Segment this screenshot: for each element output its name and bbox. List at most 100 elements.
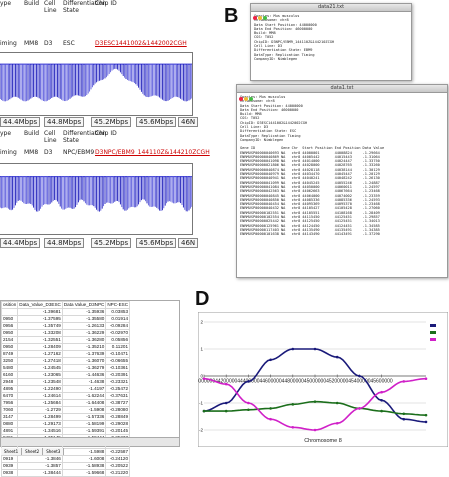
- spreadsheet-cell[interactable]: 0.11201: [105, 343, 131, 351]
- spreadsheet-cell[interactable]: -1.3857: [17, 462, 63, 470]
- spreadsheet-cell[interactable]: -1.28409: [17, 343, 63, 351]
- spreadsheet-cell[interactable]: -1.27162: [17, 350, 63, 358]
- spreadsheet-cell[interactable]: -1.23065: [17, 371, 63, 379]
- spreadsheet-cell[interactable]: -1.24614: [17, 392, 63, 400]
- spreadsheet-cell[interactable]: 0950: [0, 343, 19, 351]
- spreadsheet-cell[interactable]: -1.28499: [17, 413, 63, 421]
- spreadsheet-cell[interactable]: -1.5988: [61, 448, 107, 456]
- window-controls[interactable]: [239, 86, 254, 105]
- spreadsheet-cell[interactable]: 6470: [0, 392, 19, 400]
- chip-id-link-2[interactable]: D3NPC/EBM9_144110Z&144210ZCGH: [95, 149, 210, 156]
- spreadsheet-cell[interactable]: -1.36279: [61, 364, 107, 372]
- spreadsheet-cell[interactable]: -1.62244: [61, 392, 107, 400]
- spreadsheet-cell[interactable]: -0.21220: [105, 469, 131, 477]
- spreadsheet-cell[interactable]: 0950: [0, 329, 19, 337]
- text-window-data21[interactable]: data21.txt Species: Mus musculus Chromoso…: [250, 3, 412, 81]
- spreadsheet-cell[interactable]: -0.22587: [105, 448, 131, 456]
- spreadsheet[interactable]: osition Data_Value_D3ESC Data Value_D3NPC N…: [0, 300, 180, 477]
- spreadsheet-cell[interactable]: 3147: [0, 413, 19, 421]
- spreadsheet-cell[interactable]: -0.38727: [105, 399, 131, 407]
- window-titlebar[interactable]: data1.txt: [237, 85, 447, 101]
- spreadsheet-cell[interactable]: -1.5908: [61, 406, 107, 414]
- sheet-tab-3[interactable]: Sheet3: [43, 448, 65, 455]
- chip-id-link-1[interactable]: D3ESC1441002&1442002CGH: [95, 40, 187, 47]
- spreadsheet-column-header[interactable]: Data_Value_D3ESC: [17, 301, 63, 309]
- spreadsheet-cell[interactable]: 0939: [0, 462, 19, 470]
- spreadsheet-cell[interactable]: -1.32551: [17, 336, 63, 344]
- spreadsheet-cell[interactable]: -1.25684: [17, 399, 63, 407]
- spreadsheet-cell[interactable]: -0.23321: [105, 378, 131, 386]
- spreadsheet-cell[interactable]: -1.4197: [61, 385, 107, 393]
- spreadsheet-cell[interactable]: -0.28080: [105, 406, 131, 414]
- spreadsheet-cell[interactable]: 7060: [0, 406, 19, 414]
- spreadsheet-cell[interactable]: -1.26133: [61, 322, 107, 330]
- window-titlebar[interactable]: data21.txt: [251, 4, 411, 20]
- spreadsheet-cell[interactable]: 4895: [0, 385, 19, 393]
- spreadsheet-cell[interactable]: 0950: [0, 315, 19, 323]
- window-controls[interactable]: [253, 5, 268, 24]
- spreadsheet-cell[interactable]: -1.33208: [17, 329, 63, 337]
- spreadsheet-cell[interactable]: -1.4638: [61, 378, 107, 386]
- spreadsheet-cell[interactable]: 2154: [0, 336, 19, 344]
- spreadsheet-cell[interactable]: -1.64408: [61, 399, 107, 407]
- spreadsheet-cell[interactable]: 6160: [0, 371, 19, 379]
- text-window-data1[interactable]: data1.txt Species: Mus musculus Chromosom…: [236, 84, 448, 278]
- spreadsheet-cell[interactable]: -1.6008: [61, 455, 107, 463]
- spreadsheet-cell[interactable]: -1.35936: [61, 308, 107, 316]
- spreadsheet-cell[interactable]: -1.27418: [17, 357, 63, 365]
- spreadsheet-cell[interactable]: -1.37595: [17, 315, 63, 323]
- spreadsheet-cell[interactable]: 0.01914: [105, 315, 131, 323]
- spreadsheet-cell[interactable]: -1.24545: [17, 364, 63, 372]
- spreadsheet-cell[interactable]: 2948: [0, 378, 19, 386]
- spreadsheet-cell[interactable]: -0.29028: [105, 420, 131, 428]
- spreadsheet-cell[interactable]: -1.22490: [17, 385, 63, 393]
- spreadsheet-cell[interactable]: -0.10471: [105, 350, 131, 358]
- spreadsheet-cell[interactable]: -1.35580: [61, 315, 107, 323]
- spreadsheet-cell[interactable]: -1.58199: [61, 420, 107, 428]
- spreadsheet-cell[interactable]: 3250: [0, 357, 19, 365]
- spreadsheet-cell[interactable]: -1.39681: [17, 308, 63, 316]
- spreadsheet-cell[interactable]: -1.36229: [61, 329, 107, 337]
- spreadsheet-cell[interactable]: -1.58938: [61, 462, 107, 470]
- spreadsheet-cell[interactable]: -1.36070: [61, 357, 107, 365]
- spreadsheet-cell[interactable]: -1.36280: [61, 336, 107, 344]
- spreadsheet-cell[interactable]: -0.37631: [105, 392, 131, 400]
- spreadsheet-cell[interactable]: -0.20522: [105, 462, 131, 470]
- spreadsheet-cell[interactable]: -1.29173: [17, 420, 63, 428]
- spreadsheet-cell[interactable]: -0.25472: [105, 385, 131, 393]
- spreadsheet-cell[interactable]: -1.59391: [61, 427, 107, 435]
- spreadsheet-cell[interactable]: -0.10361: [105, 364, 131, 372]
- spreadsheet-cell[interactable]: -1.34516: [17, 427, 63, 435]
- spreadsheet-cell[interactable]: 0.05856: [105, 336, 131, 344]
- spreadsheet-cell[interactable]: -0.20391: [105, 371, 131, 379]
- spreadsheet-cell[interactable]: -1.37639: [61, 350, 107, 358]
- spreadsheet-cell[interactable]: -1.3846: [17, 455, 63, 463]
- spreadsheet-column-header[interactable]: osition: [0, 301, 19, 309]
- spreadsheet-cell[interactable]: -1.38444: [17, 469, 63, 477]
- spreadsheet-cell[interactable]: 7956: [0, 399, 19, 407]
- spreadsheet-column-header[interactable]: NPC-ESC: [105, 301, 131, 309]
- spreadsheet-cell[interactable]: 8749: [0, 350, 19, 358]
- spreadsheet-cell[interactable]: -1.44636: [61, 371, 107, 379]
- sheet-tab-2[interactable]: Sheet2: [22, 448, 44, 455]
- spreadsheet-cell[interactable]: -1.35749: [17, 322, 63, 330]
- spreadsheet-column-header[interactable]: Data Value_D3NPC: [61, 301, 107, 309]
- spreadsheet-cell[interactable]: 5480: [0, 364, 19, 372]
- sheet-tab-1[interactable]: Sheet1: [1, 448, 23, 455]
- spreadsheet-cell[interactable]: -1.59668: [61, 469, 107, 477]
- spreadsheet-cell[interactable]: -1.35210: [61, 343, 107, 351]
- spreadsheet-cell[interactable]: -1.57336: [61, 413, 107, 421]
- spreadsheet-cell[interactable]: -0.02970: [105, 329, 131, 337]
- spreadsheet-cell[interactable]: -0.24120: [105, 455, 131, 463]
- spreadsheet-cell[interactable]: -0.20145: [105, 427, 131, 435]
- spreadsheet-cell[interactable]: 0.03853: [105, 308, 131, 316]
- spreadsheet-cell[interactable]: -1.2729: [17, 406, 63, 414]
- spreadsheet-cell[interactable]: -1.23548: [17, 378, 63, 386]
- spreadsheet-cell[interactable]: 0938: [0, 469, 19, 477]
- spreadsheet-cell[interactable]: 0880: [0, 420, 19, 428]
- spreadsheet-cell[interactable]: 0956: [0, 322, 19, 330]
- spreadsheet-cell[interactable]: -0.06655: [105, 357, 131, 365]
- spreadsheet-cell[interactable]: -0.28849: [105, 413, 131, 421]
- spreadsheet-cell[interactable]: 0919: [0, 455, 19, 463]
- spreadsheet-cell[interactable]: [0, 308, 19, 316]
